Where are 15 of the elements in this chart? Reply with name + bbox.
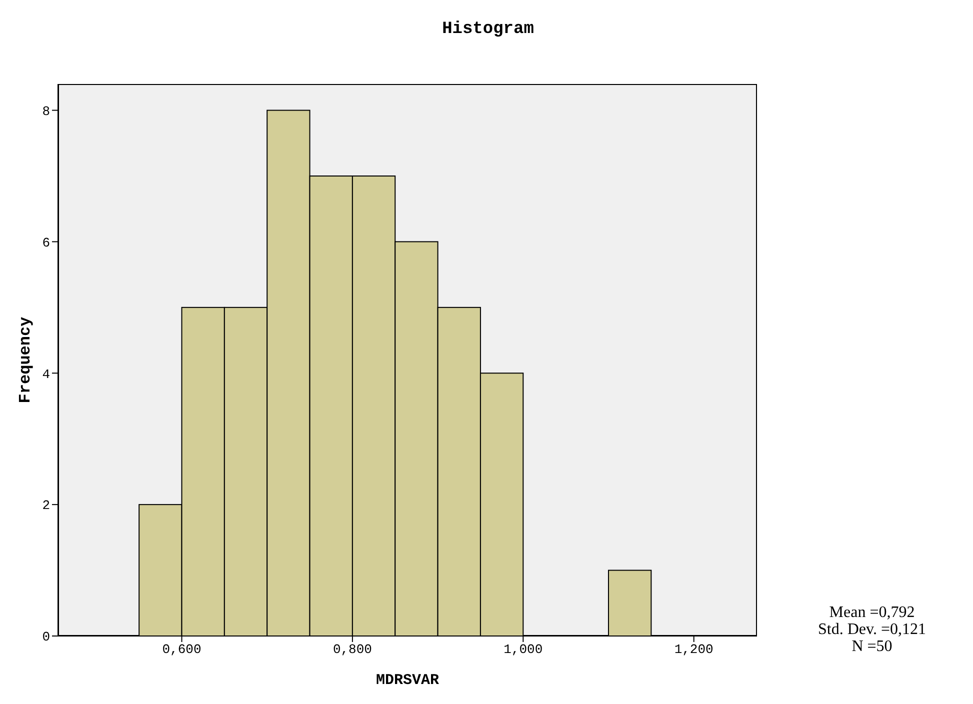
text: N =50 <box>850 638 894 655</box>
text: Std. Dev. =0,121 <box>817 621 927 638</box>
text: Mean =0,792 <box>828 604 916 621</box>
y-tick-label: 4 <box>42 366 50 382</box>
x-tick-label: 0,800 <box>332 642 372 658</box>
y-tick-label: 6 <box>42 235 50 250</box>
x-tick-label: 0,600 <box>162 642 202 658</box>
y-tick-label: 8 <box>42 104 50 119</box>
y-tick-label: 2 <box>42 498 50 514</box>
y-tick-label: 0 <box>42 630 50 645</box>
x-tick-label: 1,200 <box>674 642 714 658</box>
y-axis-title: Frequency <box>16 316 35 404</box>
x-tick-label: 1,000 <box>504 642 543 658</box>
chart-title: Histogram <box>441 20 535 39</box>
x-axis-title: MDRSVAR <box>376 672 440 689</box>
